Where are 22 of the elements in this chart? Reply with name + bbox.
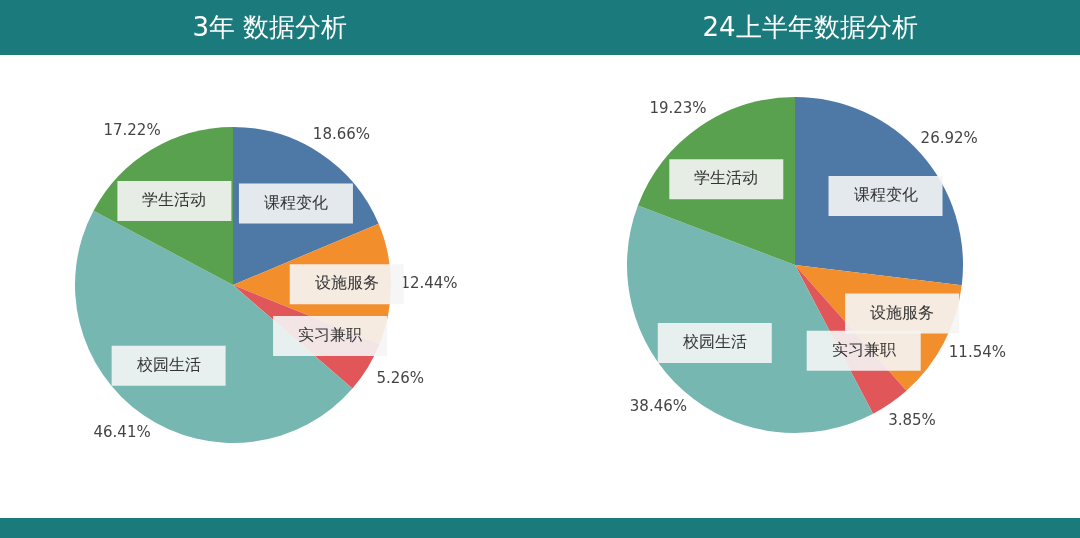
slice-label: 课程变化 [853, 185, 918, 205]
slice-label: 实习兼职 [831, 339, 896, 359]
data-label: 3.85% [888, 411, 936, 430]
slice-label: 实习兼职 [298, 325, 363, 345]
slice-label: 学生活动 [694, 168, 759, 188]
slice-label: 设施服务 [314, 273, 379, 293]
slice-label: 校园生活 [135, 354, 201, 374]
slice-label: 学生活动 [142, 190, 207, 210]
slice-label: 设施服务 [870, 302, 935, 322]
data-label: 18.66% [312, 124, 371, 143]
data-label: 46.41% [93, 423, 151, 442]
data-label: 11.54% [948, 343, 1007, 362]
data-label: 19.23% [649, 98, 707, 117]
data-label: 17.22% [103, 120, 161, 139]
data-label: 26.92% [920, 128, 978, 147]
data-label: 12.44% [400, 273, 458, 292]
slice-label: 课程变化 [263, 192, 328, 212]
chart-title: 3年 数据分析 [191, 11, 349, 44]
chart-title: 24上半年数据分析 [701, 11, 919, 44]
data-label: 5.26% [376, 368, 425, 387]
slice-label: 校园生活 [681, 332, 747, 352]
data-label: 38.46% [629, 397, 687, 416]
